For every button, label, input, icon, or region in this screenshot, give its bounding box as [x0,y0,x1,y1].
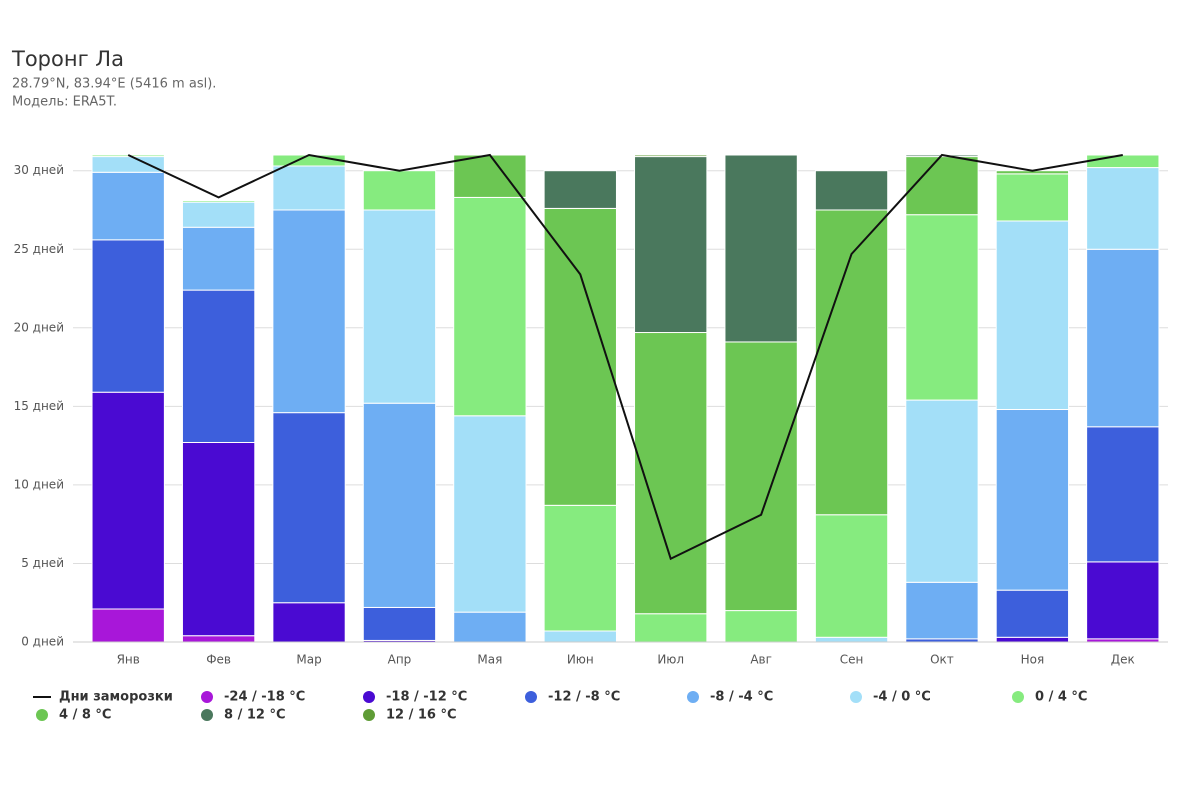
bar-segment [1086,167,1160,250]
bar-segment [181,226,256,291]
bar-segment [91,239,165,393]
bar-segment [453,154,527,198]
chart-title: Торонг Ла [11,47,124,71]
bar-segment [453,415,527,613]
bar-segment [724,154,798,343]
bar-segment [905,156,979,216]
bar-segment [543,207,617,506]
x-tick-label: Окт [930,653,954,667]
legend-swatch [1012,691,1024,703]
bar-segment [634,332,708,615]
bar-segment [995,220,1070,410]
legend-label: -12 / -8 °C [548,690,620,705]
bar-segment [814,209,889,516]
bar-segment [272,165,346,211]
x-tick-label: Мая [477,653,502,667]
bar-segment [91,608,165,643]
bar-segment [543,170,617,209]
bar-segment [362,209,437,404]
bar-segment [543,630,617,643]
legend-swatch [363,709,375,721]
bar-segment [995,636,1070,643]
y-tick-label: 25 дней [14,242,64,256]
legend-label: -4 / 0 °C [873,690,931,705]
bar-segment [634,613,708,643]
bar-segment [995,589,1070,638]
y-tick-label: 5 дней [21,556,64,570]
bar-segment [1086,154,1160,169]
bar-segment [272,209,346,414]
legend-label: 8 / 12 °C [224,708,286,723]
legend-swatch [850,691,862,703]
bar-segment [362,402,437,608]
legend-label: -24 / -18 °C [224,690,305,705]
bar-segment [91,171,165,241]
bar-segment [181,289,256,443]
x-tick-label: Янв [117,653,140,667]
y-tick-label: 30 дней [14,163,64,177]
x-tick-label: Июл [657,653,684,667]
legend-swatch [201,709,213,721]
bar-segment [814,514,889,638]
subtitle: 28.79°N, 83.94°E (5416 m asl). [12,77,216,92]
bar-segment [181,201,256,228]
bar-segment [272,412,346,604]
legend-label: 12 / 16 °C [386,708,457,723]
bar-segment [181,441,256,637]
x-tick-label: Апр [388,653,412,667]
bar-segment [905,399,979,583]
x-tick-label: Дек [1111,653,1135,667]
bar-segment [362,606,437,641]
legend-label: -18 / -12 °C [386,690,467,705]
bar-segment [91,391,165,610]
y-tick-label: 20 дней [14,320,64,334]
y-tick-label: 0 дней [21,635,64,649]
subtitle: Модель: ERA5T. [12,95,117,110]
bar-segment [272,602,346,643]
y-tick-label: 15 дней [14,399,64,413]
bar-segment [905,214,979,401]
bar-segment [1086,248,1160,428]
x-tick-label: Авг [750,653,772,667]
bar-segment [453,611,527,643]
bar-segment [905,581,979,640]
legend-swatch [363,691,375,703]
bar-segment [543,504,617,632]
bar-segment [814,170,889,211]
x-tick-label: Фев [206,653,231,667]
bar-segment [272,154,346,167]
bar-segment [91,156,165,173]
bar-segment [453,196,527,417]
bar-segment [1086,561,1160,640]
bar-segment [814,636,889,643]
legend-swatch [36,709,48,721]
bar-segment [995,408,1070,591]
frost-line [127,153,1123,561]
legend-swatch [525,691,537,703]
legend-label: 4 / 8 °C [59,708,111,723]
x-tick-label: Июн [567,653,594,667]
bar-segment [1086,426,1160,563]
legend-label: -8 / -4 °C [710,690,773,705]
bar-segment [181,635,256,643]
bar-segment [362,170,437,211]
bar-segment [634,156,708,334]
y-tick-label: 10 дней [14,477,64,491]
legend-swatch [687,691,699,703]
bar-segment [995,173,1070,222]
bar-segment [634,154,708,158]
bar-segment [724,610,798,643]
legend-swatch [201,691,213,703]
legend-label: 0 / 4 °C [1035,690,1087,705]
x-tick-label: Мар [296,653,321,667]
bar-segment [181,200,256,203]
bar-segment [724,341,798,612]
x-tick-label: Сен [840,653,864,667]
legend-label: Дни заморозки [59,690,173,705]
x-tick-label: Ноя [1021,653,1045,667]
